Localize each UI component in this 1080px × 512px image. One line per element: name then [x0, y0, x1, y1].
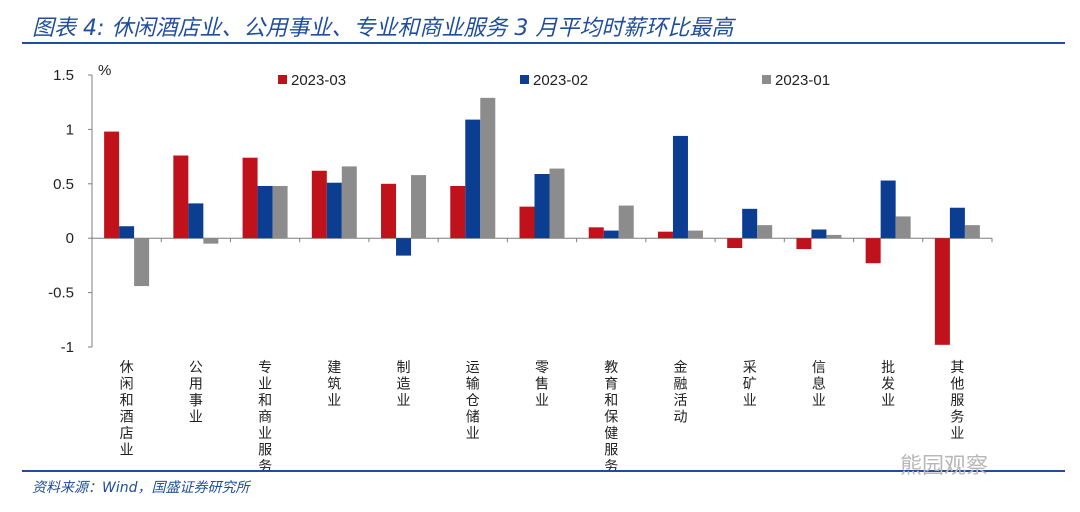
bar-2023-02-7	[603, 230, 619, 239]
bar-2023-02-11	[880, 180, 896, 239]
x-category-label: 零售业	[535, 360, 549, 409]
bar-2023-01-7	[618, 205, 634, 239]
bar-2023-02-8	[672, 135, 688, 239]
bar-2023-03-7	[588, 227, 604, 239]
bar-2023-02-12	[949, 207, 965, 239]
x-category-label: 运输仓储业	[466, 360, 480, 442]
y-tick-label: 1.5	[53, 67, 74, 84]
legend-label: 2023-03	[291, 72, 346, 89]
bar-2023-01-3	[341, 166, 357, 239]
bar-2023-03-6	[519, 206, 535, 239]
x-category-label: 其他服务业	[950, 360, 964, 442]
y-tick-label: 0	[66, 230, 74, 247]
bar-2023-02-6	[534, 174, 550, 239]
legend-swatch	[762, 75, 771, 84]
bar-2023-03-4	[381, 183, 397, 239]
bar-2023-02-5	[465, 119, 481, 239]
legend-swatch	[520, 75, 529, 84]
source-divider	[22, 470, 1065, 472]
x-category-label: 公用事业	[189, 360, 203, 426]
bar-2023-01-11	[895, 216, 911, 239]
chart-axes: 1.5 1 0.5 0 -0.5 -1%	[48, 62, 993, 356]
watermark: 熊园观察	[900, 454, 989, 479]
chart-bars	[104, 97, 980, 345]
x-category-label: 专业和商业服务	[258, 360, 272, 470]
bar-2023-01-0	[134, 238, 150, 287]
x-category-label: 制造业	[397, 360, 411, 409]
bar-2023-02-3	[326, 182, 342, 239]
x-category-label: 信息业	[812, 360, 826, 409]
bar-2023-02-9	[742, 208, 758, 239]
bar-2023-03-5	[450, 185, 466, 239]
bar-2023-01-2	[272, 185, 288, 239]
x-category-label: 教育和保健服务	[604, 360, 618, 470]
chart-legend: 2023-03 2023-02 2023-01	[278, 72, 830, 89]
bar-2023-03-2	[242, 157, 258, 239]
bar-2023-02-10	[811, 229, 827, 239]
x-category-label: 批发业	[881, 360, 895, 409]
bar-2023-03-9	[727, 238, 743, 248]
legend-swatch	[278, 75, 287, 84]
legend-label: 2023-01	[775, 72, 830, 89]
bar-2023-03-3	[311, 170, 327, 239]
legend-label: 2023-02	[533, 72, 588, 89]
figure-source: 资料来源：Wind，国盛证券研究所	[32, 480, 250, 496]
x-category-label: 金融活动	[673, 360, 687, 426]
bar-2023-01-5	[480, 97, 496, 239]
x-category-label: 休闲和酒店业	[120, 360, 134, 459]
category-labels: 休闲和酒店业 公用事业 专业和商业服务 建筑业 制造业 运输仓储业 零售业 教育和保健服务 金融…	[120, 360, 965, 470]
bar-2023-03-10	[796, 238, 812, 250]
bar-2023-02-1	[188, 203, 204, 239]
y-tick-label: -1	[61, 339, 74, 356]
bar-2023-03-11	[865, 238, 881, 264]
bar-2023-03-0	[104, 131, 120, 239]
bar-2023-02-4	[396, 238, 412, 256]
bar-2023-01-1	[203, 238, 219, 244]
bar-2023-03-8	[657, 231, 673, 239]
bar-2023-01-8	[687, 230, 703, 239]
y-tick-label: 0.5	[53, 176, 74, 193]
bar-2023-02-0	[119, 226, 135, 239]
y-tick-label: 1	[66, 121, 74, 138]
y-axis-unit: %	[98, 62, 111, 79]
bar-2023-01-4	[411, 175, 427, 239]
title-divider	[22, 42, 1065, 44]
bar-2023-03-1	[173, 155, 189, 239]
x-category-label: 建筑业	[327, 360, 341, 409]
figure-title: 图表 4: 休闲酒店业、公用事业、专业和商业服务 3 月平均时薪环比最高	[32, 16, 734, 41]
bar-2023-03-12	[934, 238, 950, 345]
x-category-label: 采矿业	[743, 360, 757, 409]
bar-chart: 1.5 1 0.5 0 -0.5 -1% 休闲和酒店业 公用事业 专业和商业服务 建筑业 制造业 运…	[48, 62, 993, 470]
bar-2023-01-10	[826, 234, 842, 239]
bar-2023-01-6	[549, 168, 565, 239]
bar-2023-02-2	[257, 185, 273, 239]
bar-2023-01-12	[964, 225, 980, 239]
y-tick-label: -0.5	[48, 285, 74, 302]
bar-2023-01-9	[757, 225, 773, 239]
